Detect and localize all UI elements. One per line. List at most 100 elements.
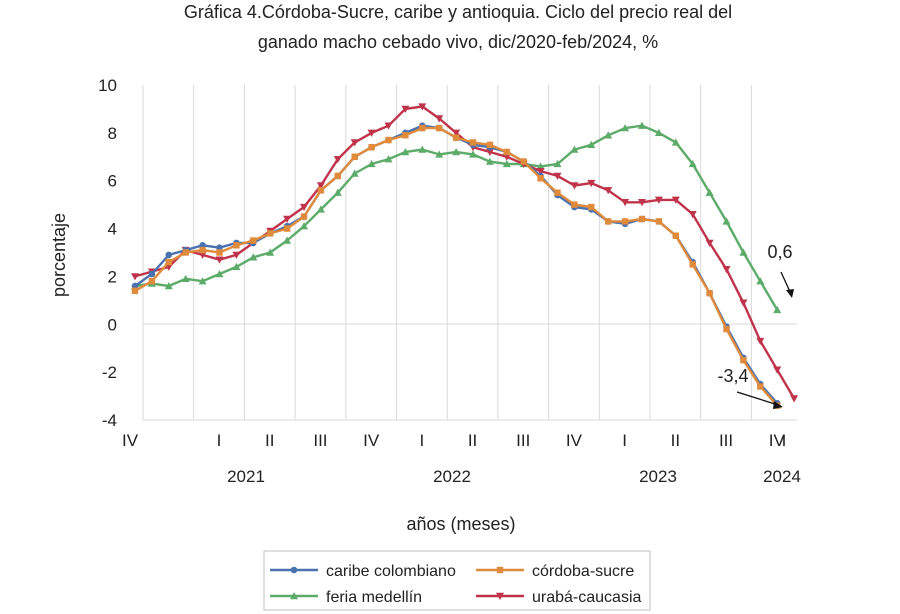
point-feria-medell-n-32 (671, 138, 680, 146)
point-c-rdoba-sucre-17 (419, 124, 426, 132)
annotation-feria-medellin-last: 0,6 (767, 242, 792, 262)
point-urab-caucasia-0 (131, 273, 139, 281)
point-urab-caucasia-16 (401, 105, 410, 113)
point-feria-medell-n-10 (300, 222, 308, 230)
point-c-rdoba-sucre-18 (436, 124, 443, 132)
annotation-arrowhead-cordoba (773, 401, 783, 409)
y-axis-label: porcentaje (49, 213, 69, 297)
point-feria-medell-n-20 (469, 150, 477, 158)
point-urab-caucasia-19 (452, 129, 461, 137)
point-urab-caucasia-21 (485, 148, 494, 156)
point-feria-medell-n-37 (756, 277, 765, 285)
point-feria-medell-n-7 (249, 253, 258, 261)
point-c-rdoba-sucre-26 (571, 201, 578, 208)
point-urab-caucasia-15 (384, 122, 393, 130)
point-feria-medell-n-4 (198, 277, 207, 285)
point-feria-medell-n-19 (452, 148, 461, 156)
point-c-rdoba-sucre-7 (250, 237, 257, 244)
x-axis-year-ticks: 2021 2022 2023 2024 (227, 467, 801, 486)
legend-swatch-marker-urab-caucasia (496, 592, 504, 600)
x-tick-quarter-10: I (622, 431, 627, 450)
legend-box (263, 550, 651, 611)
point-feria-medell-n-16 (401, 148, 410, 156)
point-c-rdoba-sucre-37 (757, 383, 764, 390)
point-feria-medell-n-22 (502, 159, 511, 168)
x-tick-quarter-2: I (217, 431, 222, 450)
point-c-rdoba-sucre-14 (368, 144, 375, 151)
x-tick-quarter-3: II (265, 431, 274, 450)
y-tick-6: 6 (108, 172, 117, 191)
y-tick-0: 0 (108, 315, 117, 334)
point-feria-medell-n-8 (266, 248, 275, 256)
point-urab-caucasia-11 (316, 182, 325, 190)
x-tick-quarter-7: II (468, 431, 477, 450)
legend-label-c-rdoba-sucre: córdoba-sucre (532, 563, 634, 580)
y-tick-4: 4 (108, 220, 117, 239)
point-c-rdoba-sucre-19 (452, 134, 460, 141)
x-tick-quarter-6: I (419, 431, 424, 450)
point-urab-caucasia-12 (333, 155, 342, 164)
chart-title-line-1: Gráfica 4.Córdoba-Sucre, caribe y antioq… (184, 2, 732, 22)
x-tick-quarter-1: IV (122, 431, 139, 450)
point-feria-medell-n-30 (638, 121, 646, 129)
point-urab-caucasia-13 (350, 139, 359, 147)
x-tick-quarter-5: IV (363, 431, 380, 450)
x-axis-label: años (meses) (406, 514, 515, 534)
point-urab-caucasia-34 (705, 239, 714, 247)
point-c-rdoba-sucre-22 (503, 148, 510, 156)
series-layer (131, 103, 799, 409)
series-feria-medell-n (131, 121, 782, 314)
point-urab-caucasia-37 (756, 337, 765, 346)
point-urab-caucasia-4 (198, 251, 207, 259)
point-feria-medell-n-27 (587, 140, 596, 149)
x-tick-quarter-14: I (782, 431, 787, 450)
y-tick--2: -2 (102, 363, 117, 382)
x-tick-quarter-13: IV (769, 431, 786, 450)
point-c-rdoba-sucre-6 (233, 242, 240, 249)
point-feria-medell-n-9 (283, 236, 292, 244)
point-c-rdoba-sucre-29 (621, 218, 629, 225)
point-feria-medell-n-25 (553, 159, 562, 168)
point-feria-medell-n-28 (604, 131, 613, 139)
point-urab-caucasia-6 (232, 251, 241, 259)
point-c-rdoba-sucre-25 (554, 189, 561, 196)
point-feria-medell-n-29 (621, 124, 630, 132)
legend-item-caribe-colombiano: caribe colombiano (270, 563, 456, 580)
point-c-rdoba-sucre-3 (182, 249, 189, 256)
point-c-rdoba-sucre-30 (638, 215, 646, 223)
point-urab-caucasia-30 (638, 199, 646, 207)
point-c-rdoba-sucre-27 (588, 203, 595, 211)
x-tick-year-2022: 2022 (433, 467, 471, 486)
point-urab-caucasia-18 (435, 115, 444, 123)
point-feria-medell-n-17 (418, 145, 427, 153)
point-c-rdoba-sucre-33 (689, 261, 696, 268)
y-tick--4: -4 (102, 411, 117, 430)
point-c-rdoba-sucre-15 (385, 136, 392, 144)
series-line-c-rdoba-sucre (134, 126, 779, 407)
legend-swatch-marker-caribe-colombiano (290, 566, 298, 574)
x-axis-quarter-ticks: IV I II III IV I II III IV I II III IVI (122, 431, 786, 450)
point-c-rdoba-sucre-34 (706, 289, 713, 297)
point-c-rdoba-sucre-10 (300, 213, 308, 220)
point-c-rdoba-sucre-1 (148, 278, 156, 285)
point-feria-medell-n-21 (485, 157, 494, 165)
point-c-rdoba-sucre-24 (537, 175, 544, 182)
annotations: 0,6 -3,4 (717, 242, 794, 409)
legend-label-urab-caucasia: urabá-caucasia (532, 589, 642, 606)
point-c-rdoba-sucre-4 (199, 246, 206, 254)
x-tick-quarter-11: II (671, 431, 680, 450)
point-feria-medell-n-12 (333, 188, 342, 196)
point-feria-medell-n-13 (350, 169, 359, 177)
point-urab-caucasia-9 (283, 215, 292, 223)
point-caribe-colombiano-1 (148, 270, 156, 278)
series-urab-caucasia (131, 103, 799, 403)
point-c-rdoba-sucre-31 (655, 218, 663, 225)
point-c-rdoba-sucre-35 (723, 325, 730, 333)
point-c-rdoba-sucre-5 (216, 249, 223, 256)
legend-label-feria-medell-n: feria medellín (326, 589, 422, 606)
legend-label-caribe-colombiano: caribe colombiano (326, 563, 456, 580)
vertical-gridlines (142, 85, 752, 420)
point-urab-caucasia-24 (536, 167, 545, 176)
point-feria-medell-n-14 (367, 159, 376, 168)
